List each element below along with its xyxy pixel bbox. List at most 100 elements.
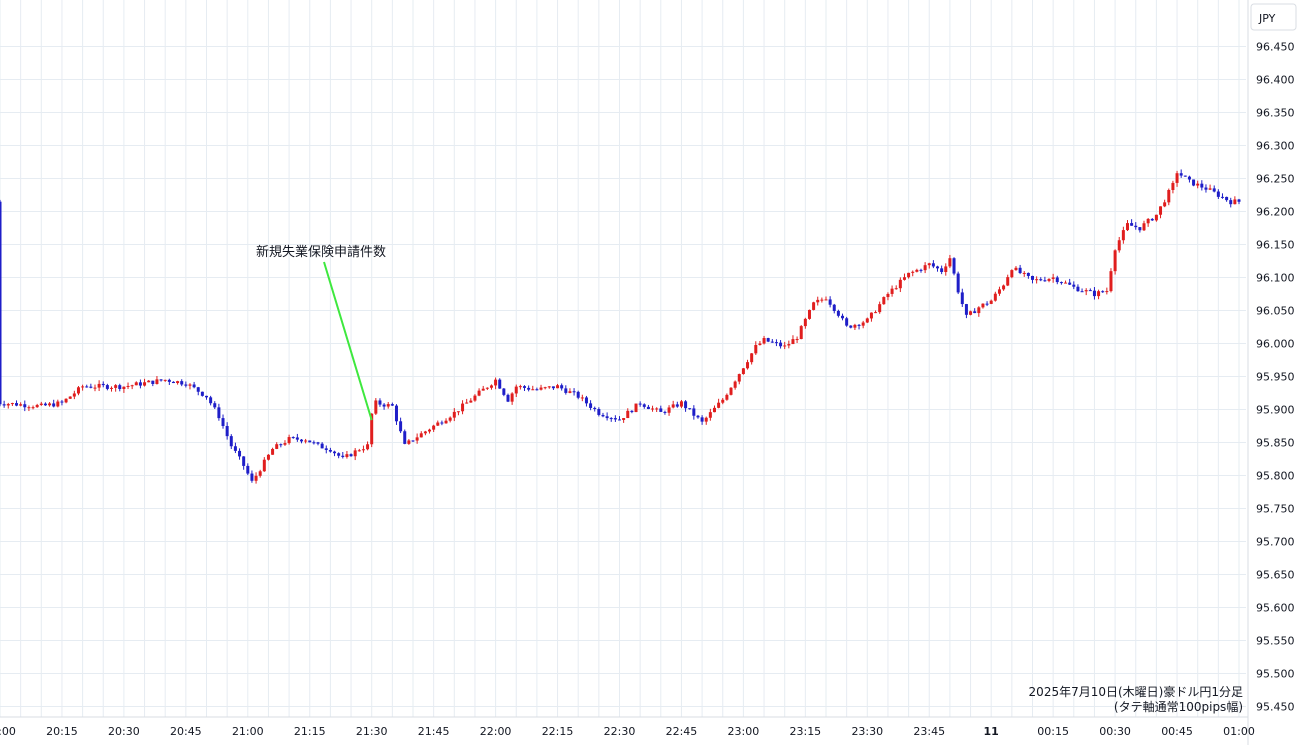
candle-body xyxy=(180,381,184,385)
candle-body xyxy=(155,379,159,384)
candle-body xyxy=(626,410,630,419)
candle-body xyxy=(894,288,898,290)
candle-body xyxy=(440,422,444,424)
price-tick-label: 95.900 xyxy=(1256,404,1295,417)
candle-body xyxy=(1138,227,1142,231)
candle-body xyxy=(527,387,531,390)
candle-body xyxy=(1055,277,1059,283)
candle-body xyxy=(977,307,981,314)
candle-body xyxy=(622,418,626,420)
candle-body xyxy=(1192,179,1196,186)
candle-body xyxy=(1225,196,1229,201)
candle-body xyxy=(535,389,539,391)
candle-body xyxy=(324,448,328,450)
price-axis[interactable]: JPY 96.450 96.400 96.350 96.300 96.250 96.200… xyxy=(1247,0,1297,745)
time-tick-label: 22:45 xyxy=(666,725,698,738)
candle-body xyxy=(444,420,448,424)
candle-body xyxy=(134,382,138,386)
time-tick-label: 00:30 xyxy=(1099,725,1131,738)
candle-body xyxy=(271,448,275,455)
candle-body xyxy=(229,436,233,447)
candle-body xyxy=(1035,279,1039,281)
time-tick-label: 00:15 xyxy=(1037,725,1069,738)
candle-body xyxy=(456,411,460,413)
candle-body xyxy=(89,386,93,388)
price-tick-label: 96.300 xyxy=(1256,140,1295,153)
candle-body xyxy=(824,299,828,301)
candle-body xyxy=(461,403,465,412)
candle-body xyxy=(572,391,576,393)
price-tick-label: 96.000 xyxy=(1256,338,1295,351)
time-tick-label: 23:00 xyxy=(728,725,760,738)
price-tick-label: 95.750 xyxy=(1256,503,1295,516)
candle-body xyxy=(746,362,750,369)
candle-body xyxy=(23,404,27,408)
candle-body xyxy=(812,302,816,310)
candle-body xyxy=(1051,277,1055,279)
candle-body xyxy=(684,401,688,409)
candle-body xyxy=(593,407,597,410)
candle-body xyxy=(246,465,250,474)
candle-body xyxy=(671,404,675,408)
candle-body xyxy=(35,404,39,408)
candle-body xyxy=(233,446,237,451)
candle-body xyxy=(973,311,977,314)
price-tick-label: 96.400 xyxy=(1256,74,1295,87)
candle-body xyxy=(651,408,655,410)
time-axis[interactable]: 20:00 20:15 20:30 20:45 21:00 21:15 21:30 21:45… xyxy=(0,716,1255,738)
candle-body xyxy=(328,449,332,452)
candle-body xyxy=(1237,199,1241,202)
candle-body xyxy=(539,387,543,390)
candle-body xyxy=(1059,282,1063,284)
candle-body xyxy=(399,421,403,432)
candle-body xyxy=(609,418,613,420)
candle-body xyxy=(1006,277,1010,286)
time-tick-label: 23:45 xyxy=(913,725,945,738)
candle-body xyxy=(770,341,774,343)
candle-body xyxy=(741,368,745,375)
candle-body xyxy=(316,442,320,444)
candle-body xyxy=(597,409,601,415)
candle-body xyxy=(423,431,427,434)
candle-body xyxy=(1154,214,1158,221)
candle-body xyxy=(1229,200,1233,205)
candle-body xyxy=(518,386,522,388)
candle-body xyxy=(803,318,807,327)
candle-body xyxy=(295,437,299,440)
price-tick-label: 96.200 xyxy=(1256,206,1295,219)
candle-body xyxy=(915,269,919,272)
candle-body xyxy=(1002,285,1006,290)
candle-body xyxy=(159,379,163,381)
candle-body xyxy=(584,397,588,404)
candle-body xyxy=(1212,188,1216,192)
candle-body xyxy=(366,444,370,450)
candle-body xyxy=(126,385,130,387)
price-tick-label: 96.450 xyxy=(1256,41,1295,54)
candle-body xyxy=(15,403,19,406)
caption-title: 2025年7月10日(木曜日)豪ドル円1分足 xyxy=(1029,684,1243,699)
candle-body xyxy=(68,396,72,399)
candle-body xyxy=(869,312,873,319)
candle-body xyxy=(1200,183,1204,188)
candle-body xyxy=(717,402,721,408)
candle-body xyxy=(510,393,514,402)
candle-body xyxy=(72,393,76,397)
candle-body xyxy=(1130,223,1134,226)
candle-body xyxy=(799,326,803,340)
candle-body xyxy=(886,293,890,298)
candle-body xyxy=(902,277,906,280)
candle-body xyxy=(130,385,134,387)
candle-body xyxy=(1088,290,1092,292)
candles xyxy=(0,169,1241,484)
candle-body xyxy=(105,385,109,389)
candle-body xyxy=(1208,188,1212,190)
candle-body xyxy=(299,439,303,442)
candle-body xyxy=(407,440,411,444)
candle-body xyxy=(655,408,659,410)
candle-body xyxy=(167,379,171,382)
candle-body xyxy=(960,292,964,305)
price-tick-label: 95.450 xyxy=(1256,701,1295,714)
candle-body xyxy=(1022,272,1026,274)
price-tick-label: 95.650 xyxy=(1256,569,1295,582)
